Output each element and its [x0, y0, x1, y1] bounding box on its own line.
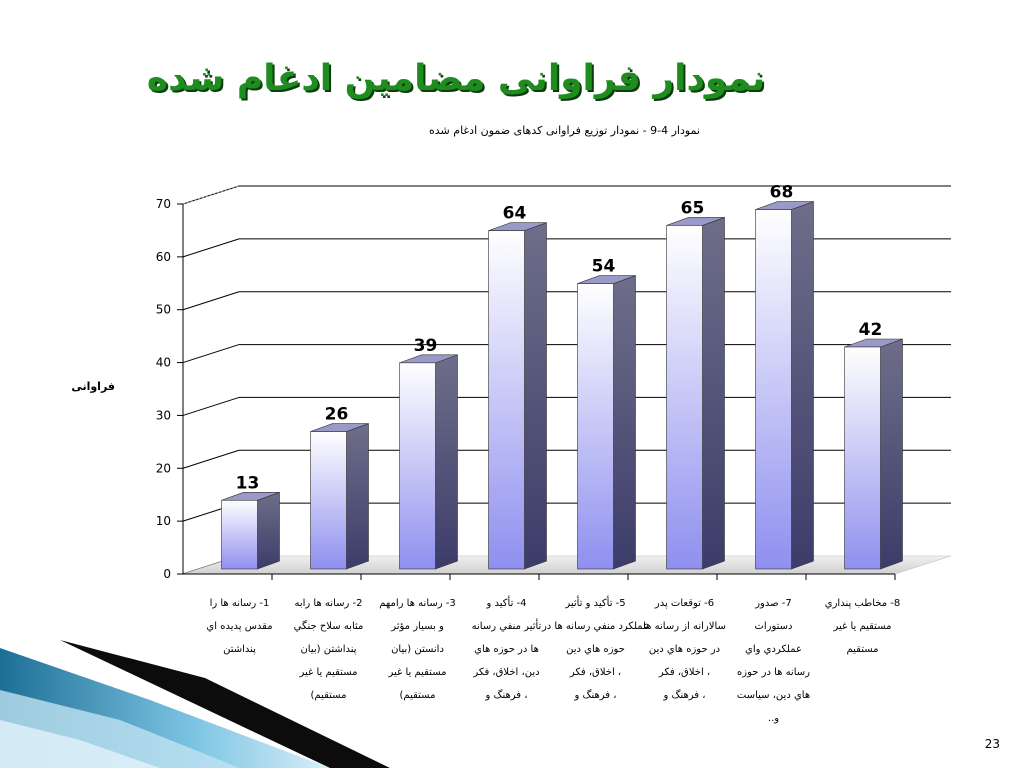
x-tick-label: در حوزه هاي دين — [649, 644, 720, 655]
bar-4 — [488, 222, 547, 570]
x-tick-label: 7- صدور — [754, 598, 792, 609]
x-tick-label: مقدس پديده اي — [206, 621, 272, 632]
x-tick-label: 5- تأكيد و تأثير — [564, 595, 625, 609]
x-tick-label: ، اخلاق، فكر — [658, 667, 710, 678]
chart-floor — [182, 555, 952, 575]
x-tick-label: 2- رسانه ها رابه — [295, 598, 363, 609]
y-tick-label: 70 — [156, 197, 171, 211]
x-tick-label: 8- مخاطب پنداري — [825, 598, 900, 609]
bar-front — [666, 225, 703, 570]
data-label: 13 — [236, 473, 260, 493]
bar-side — [524, 222, 547, 570]
y-tick-label: 20 — [156, 461, 171, 475]
x-tick-label: رسانه ها در حوزه — [737, 667, 810, 678]
bar-front — [221, 499, 258, 570]
bar-1 — [221, 491, 280, 570]
gridline-side — [182, 396, 240, 416]
bar-front — [755, 209, 792, 570]
x-tick-label: 1- رسانه ها را — [210, 598, 270, 609]
bar-6 — [666, 217, 725, 570]
bar-5 — [577, 275, 636, 570]
bar-8 — [844, 338, 903, 570]
y-tick-label: 0 — [163, 567, 171, 581]
y-tick-label: 40 — [156, 356, 171, 370]
bar-front — [844, 346, 881, 570]
x-tick-label: تأثير منفي رسانه — [472, 618, 542, 632]
gridline-side — [182, 344, 240, 364]
chart-caption: نمودار 4-9 - نمودار توزیع فراوانی کدهای … — [429, 124, 700, 137]
x-tick-label: ، فرهنگ و — [485, 689, 528, 701]
x-tick-label: مستقيم يا غير — [299, 667, 358, 678]
data-label: 54 — [592, 257, 616, 277]
x-tick-label: دانستن (بيان — [391, 644, 444, 655]
gridline-side — [182, 291, 240, 311]
bar-side — [435, 354, 458, 570]
x-tick-label: سالارانه از رسانه ها — [643, 621, 726, 632]
data-label: 42 — [859, 320, 883, 340]
x-tick-label: دستورات — [754, 621, 792, 632]
bar-7 — [755, 201, 814, 570]
data-label: 68 — [770, 183, 794, 203]
x-tick-label: مستقيم) — [400, 690, 436, 701]
bar-side — [346, 423, 369, 570]
gridline-side — [182, 449, 240, 469]
bar-side — [702, 217, 725, 570]
x-tick-label: و بسيار مؤثر — [390, 621, 444, 632]
y-tick-label: 10 — [156, 514, 171, 528]
x-tick-label: 3- رسانه ها رامهم — [379, 598, 455, 609]
y-tick-label: 60 — [156, 250, 171, 264]
x-tick-label: مستقيم — [846, 644, 878, 655]
x-tick-label: مستقيم يا غير — [388, 667, 447, 678]
x-tick-label: ، فرهنگ و — [574, 689, 617, 701]
x-tick-label: مستقيم يا غير — [833, 621, 892, 632]
x-tick-label: مستقيم) — [311, 690, 347, 701]
x-tick-label: ، اخلاق، فكر — [569, 667, 621, 678]
x-tick-label: 4- تأكيد و — [485, 595, 526, 609]
bar-front — [488, 230, 525, 570]
x-tick-label: ها در حوزه هاي — [474, 644, 539, 655]
bar-front — [577, 283, 614, 570]
page-number: 23 — [984, 737, 1000, 751]
x-tick-label: پنداشتن (بيان — [300, 644, 356, 655]
x-tick-label: عملكرد منفي رسانه ها در — [541, 621, 649, 632]
x-tick-label: ، فرهنگ و — [663, 689, 706, 701]
bar-side — [613, 275, 636, 570]
bar-3 — [399, 354, 458, 570]
data-label: 26 — [325, 405, 349, 425]
bar-front — [310, 431, 347, 570]
bar-side — [791, 201, 814, 570]
x-tick-label: 6- توقعات پدر — [654, 598, 714, 609]
wall-edge — [182, 185, 240, 205]
y-tick-label: 50 — [156, 303, 171, 317]
x-tick-label: حوزه هاي دين — [566, 644, 625, 655]
x-tick-label: و.. — [768, 713, 779, 724]
slide-title: نمودار فراوانی مضامین ادغام شده — [146, 58, 766, 99]
data-label: 39 — [414, 336, 438, 356]
x-tick-label: دين، اخلاق، فكر — [472, 667, 539, 678]
gridline-side — [182, 238, 240, 258]
data-label: 64 — [503, 204, 527, 224]
x-tick-label: عملكردي واي — [745, 644, 802, 655]
x-tick-label: پنداشتن — [223, 644, 256, 655]
data-label: 65 — [681, 198, 705, 218]
bar-front — [399, 362, 436, 570]
x-tick-label: هاي دين، سياست — [737, 690, 810, 701]
bar-2 — [310, 423, 369, 570]
bar-side — [257, 491, 280, 570]
x-tick-label: مثابه سلاح جنگي — [294, 620, 364, 632]
y-axis-label: فراوانی — [71, 380, 115, 393]
y-tick-label: 30 — [156, 408, 171, 422]
bar-side — [880, 338, 903, 570]
